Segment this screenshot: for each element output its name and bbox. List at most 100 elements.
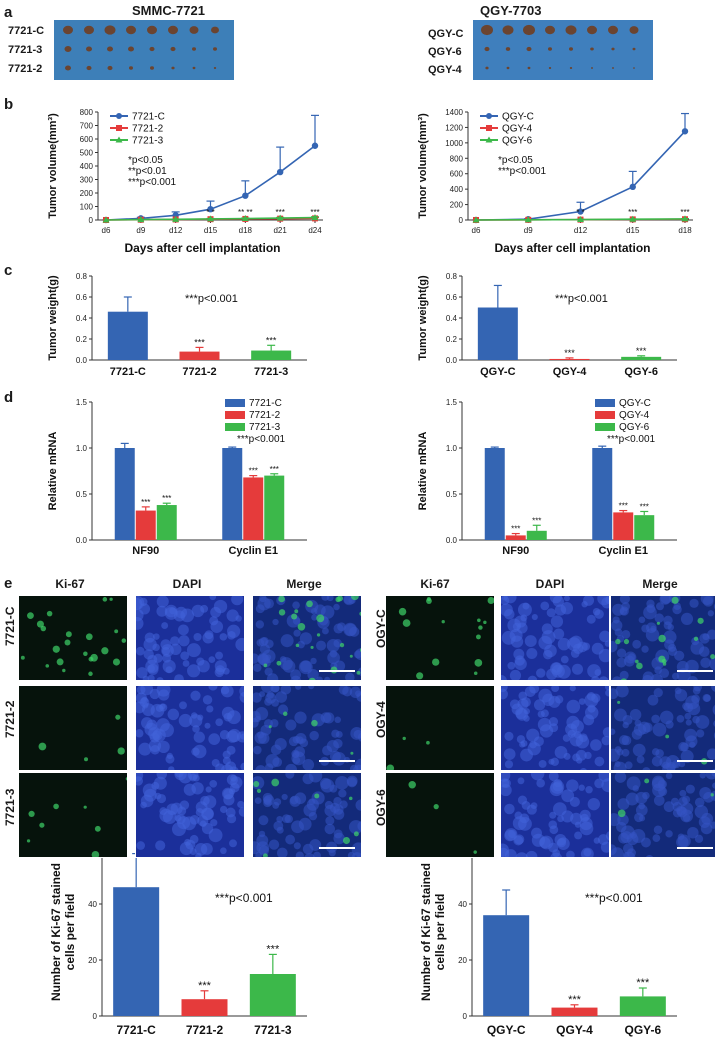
stain-tile-left-r1-dapi-nucleus-61 [136,616,144,630]
photo-right-tumor-2-5 [591,67,593,69]
stain-tile-right-r1-merge-nucleus-59 [616,648,627,658]
stain-tile-right-r1-dapi-nucleus-48 [538,635,553,650]
e-right-ylabel-group: Number of Ki-67 stained cells per field [419,863,447,1001]
stain-tile-right-r1-dapi [500,595,610,681]
stain-tile-right-r1-dapi-nucleus-62 [550,615,564,628]
photo-left-tumor-1-1 [86,46,92,52]
b-right-ytick-label-0: 0 [459,216,464,225]
stain-tile-left-r2-merge-nucleus-55 [302,758,315,770]
stain-tile-left-r1-merge-scale-bar [319,670,355,672]
stain-tile-right-r1-dapi-nucleus-35 [598,676,609,680]
photo-right-tumor-0-3 [545,25,555,35]
stain-tile-left-r1-dapi-nucleus-39 [213,599,228,614]
stain-tile-left-r3-dapi-nucleus-49 [187,773,199,781]
stain-tile-left-r2-merge-nucleus-11 [342,686,353,697]
stain-tile-left-r2-dapi-nucleus-50 [168,766,175,770]
stain-tile-left-r3-merge-nucleus-69 [309,839,322,851]
stain-tile-right-r3-dapi-nucleus-53 [554,833,567,846]
photo-right-tumor-0-7 [629,26,639,34]
b-right-ylabel-group: Tumor volume(mm³) [417,113,429,219]
c-right-category-0: QGY-C [480,366,516,378]
stain-tile-left-r1-dapi-nucleus-7 [235,637,244,652]
stain-tile-left-r2-dapi-nucleus-57 [208,686,218,691]
b-left-xtick-label-4: d18 [239,226,253,235]
stain-tile-left-r2-merge-nucleus-38 [294,711,307,724]
b-right-point-mark-2: *** [680,208,689,217]
d-left-legend-swatch-1 [225,411,245,419]
stain-tile-left-r1-merge-nucleus-28 [345,672,355,680]
stain-tile-left-r2-merge-ki67-dot-3 [268,725,272,729]
stain-tile-left-r1-merge-nucleus-5 [255,620,265,629]
stain-tile-right-r1-ki67-ki67-dot-13 [426,598,432,604]
stain-tile-left-r2-dapi-nucleus-68 [136,701,146,714]
stain-tile-right-r1-ki67-ki67-dot-1 [416,672,424,680]
stain-tile-left-r3-merge-ki67-dot-1 [271,778,280,787]
photo-left-tumor-1-7 [213,47,217,51]
stain-tile-right-r3-dapi-nucleus-10 [561,789,575,803]
stain-tile-left-r3-merge-scale-bar [319,847,355,849]
b-right-s2-marker-4 [681,215,689,222]
photo-right-tumor-1-1 [505,47,511,51]
stain-tile-left-r1-dapi-nucleus-34 [182,660,190,667]
stain-tile-left-r1-dapi-nucleus-63 [139,597,148,607]
stain-tile-right-r3-merge-nucleus-9 [646,854,653,857]
stain-tile-left-r1-merge-nucleus-43 [255,604,265,614]
stain-tile-right-r2-merge-ki67-dot-2 [617,700,621,704]
d-right-legend-swatch-1 [595,411,615,419]
stain-tile-right-r1-merge-ki67-dot-1 [693,636,699,642]
stain-tile-left-r3-merge [252,772,362,858]
photo-left-tumor-0-0 [63,25,73,35]
stain-tile-left-r2-dapi-nucleus-14 [202,695,213,705]
b-right-s2-marker-3 [629,215,637,222]
stain-tile-left-r1-merge [252,595,362,681]
stain-tile-right-r2-dapi-nucleus-58 [516,735,526,744]
b-left-xtick-label-5: d21 [273,226,287,235]
stain-tile-left-r2-dapi-nucleus-53 [178,713,193,728]
stain-tile-right-r2-merge-nucleus-42 [647,694,659,706]
stain-tile-right-r3-ki67-ki67-dot-2 [473,850,477,854]
stain-tile-right-r3-ki67 [385,772,495,858]
stain-tile-right-r2-dapi-nucleus-53 [605,689,609,697]
photo-right-tumor-0-2 [523,24,535,36]
stain-tile-right-r3-merge-nucleus-31 [665,830,673,838]
stain-tile-right-r1-merge-nucleus-44 [638,616,646,624]
stain-tile-right-r2-dapi-nucleus-66 [515,707,527,720]
stain-tile-left-r2-dapi-nucleus-69 [227,728,242,743]
stain-tile-left-r1-ki67-ki67-dot-2 [36,620,44,628]
stain-tile-right-r1-ki67-ki67-dot-5 [473,671,478,675]
d-left-bar-1-2 [264,475,285,540]
panel-label-d: d [4,389,14,406]
stain-tile-left-r3-merge-nucleus-63 [348,820,361,835]
d-right-legend-label-0: QGY-C [619,398,651,409]
photo-left-tumor-2-7 [213,66,217,70]
stain-tile-left-r1-merge-nucleus-59 [256,638,265,647]
c-right-annotation: ***p<0.001 [555,293,608,305]
stain-tile-left-r1-merge-nucleus-67 [320,605,335,619]
c-left-ytick-label-0: 0.0 [76,356,88,365]
d-left-ylabel-0: Relative mRNA [47,432,59,511]
stain-tile-right-r3-dapi-nucleus-61 [517,795,528,805]
stain-tile-left-r2-merge-nucleus-39 [256,731,265,739]
stain-tile-right-r3-dapi-nucleus-57 [605,831,609,841]
stain-tile-right-r1-dapi-nucleus-54 [517,602,532,617]
b-right-xtick-label-0: d6 [472,226,481,235]
b-right-xtick-label-1: d9 [524,226,533,235]
b-left-s2-marker-4 [241,215,249,222]
stain-tile-left-r2-ki67 [18,685,128,771]
stain-tile-left-r1-merge-ki67-dot-5 [339,642,345,648]
stain-tile-right-r3-ki67-bg [386,773,494,857]
stain-tile-right-r1-ki67-ki67-dot-2 [441,620,445,624]
panel-label-b: b [4,96,14,113]
stain-tile-right-r3-dapi-nucleus-62 [594,778,604,789]
b-right-ytick-label-4: 800 [450,154,464,163]
stain-tile-right-r2-merge-nucleus-28 [674,688,688,702]
photo-left-tumor-2-2 [107,65,113,71]
b-left-xlabel: Days after cell implantation [124,241,280,255]
photo-right-tumor-2-0 [485,66,489,70]
stain-tile-left-r1-merge-ki67-dot-1 [316,633,321,637]
stain-tile-right-r1-merge-ki67-dot-8 [656,621,660,625]
b-left-s0-marker-6 [311,142,319,149]
d-right-ytick-label-3: 1.5 [446,398,458,407]
b-left-xtick-label-6: d24 [308,226,322,235]
